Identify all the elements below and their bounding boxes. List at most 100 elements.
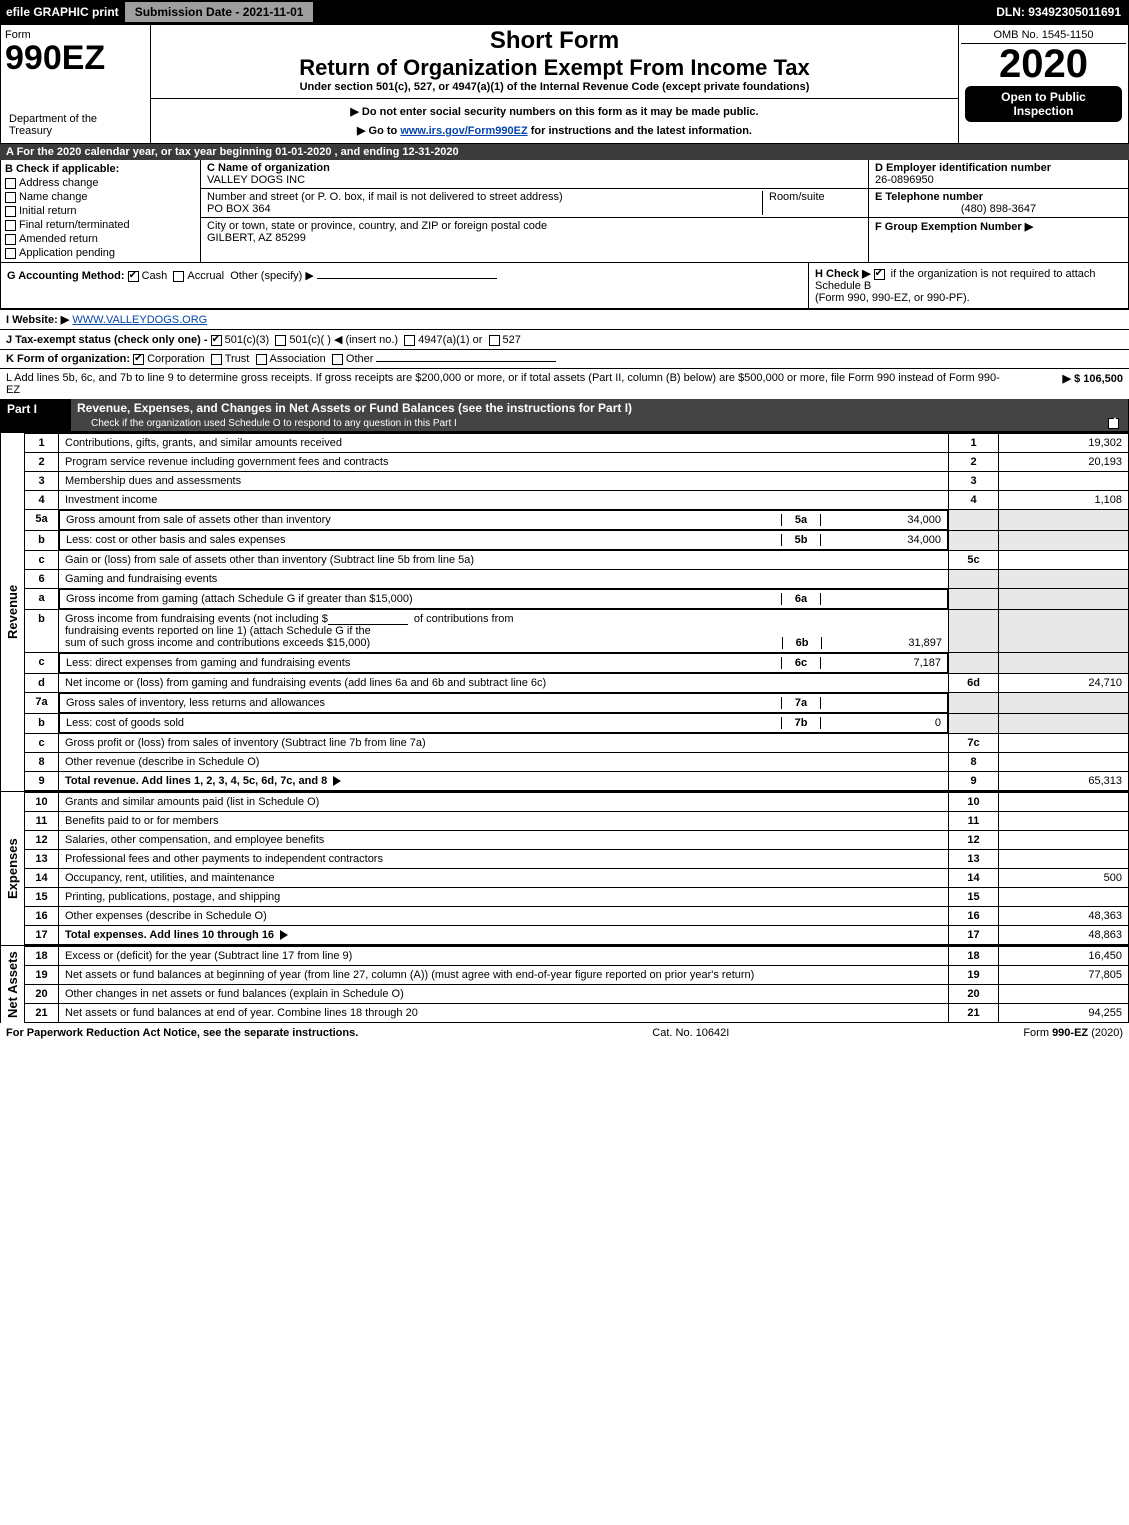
submission-date: Submission Date - 2021-11-01: [125, 2, 314, 22]
g-other: Other (specify) ▶: [230, 270, 314, 282]
line-3-desc: Membership dues and assessments: [59, 472, 949, 491]
line-18-code: 18: [949, 947, 999, 966]
city-val: GILBERT, AZ 85299: [207, 232, 862, 244]
line-5a-sub: 5a: [781, 514, 821, 526]
efile-print[interactable]: efile GRAPHIC print: [0, 5, 125, 19]
line-3-code: 3: [949, 472, 999, 491]
line-9-desc: Total revenue. Add lines 1, 2, 3, 4, 5c,…: [65, 775, 327, 787]
i-link[interactable]: WWW.VALLEYDOGS.ORG: [72, 314, 207, 326]
chk-other[interactable]: [332, 354, 343, 365]
line-2-desc: Program service revenue including govern…: [59, 453, 949, 472]
expenses-table: 10Grants and similar amounts paid (list …: [24, 792, 1129, 945]
chk-4947[interactable]: [404, 335, 415, 346]
k-label: K Form of organization:: [6, 353, 130, 365]
netassets-table: 18Excess or (deficit) for the year (Subt…: [24, 946, 1129, 1023]
ssn-warning: ▶ Do not enter social security numbers o…: [157, 101, 952, 122]
chk-cash[interactable]: [128, 271, 139, 282]
line-18-amt: 16,450: [999, 947, 1129, 966]
goto-link[interactable]: www.irs.gov/Form990EZ: [400, 125, 527, 137]
table-row: aGross income from gaming (attach Schedu…: [25, 589, 1129, 610]
line-20-amt: [999, 985, 1129, 1004]
form-outer: Form 990EZ Department of the Treasury Sh…: [0, 24, 1129, 144]
header-right: OMB No. 1545-1150 2020 Open to Public In…: [959, 25, 1129, 144]
j-d: 527: [503, 334, 521, 346]
chk-h[interactable]: [874, 269, 885, 280]
line-7a-desc: Gross sales of inventory, less returns a…: [66, 697, 781, 709]
street-label: Number and street (or P. O. box, if mail…: [207, 191, 762, 203]
tax-year: 2020: [961, 44, 1126, 84]
chk-amended[interactable]: [5, 234, 16, 245]
c-label: C Name of organization: [207, 162, 862, 174]
table-row: bLess: cost of goods sold7b0: [25, 713, 1129, 734]
part1-heading: Revenue, Expenses, and Changes in Net As…: [71, 399, 1128, 417]
line-6c-subamt: 7,187: [821, 657, 941, 669]
table-row: 19Net assets or fund balances at beginni…: [25, 966, 1129, 985]
line-10-desc: Grants and similar amounts paid (list in…: [59, 793, 949, 812]
chk-corp[interactable]: [133, 354, 144, 365]
short-form-title: Short Form: [157, 27, 952, 55]
line-9-amt: 65,313: [999, 772, 1129, 791]
line-7c-code: 7c: [949, 734, 999, 753]
part1-sub: Check if the organization used Schedule …: [91, 418, 1108, 429]
chk-final[interactable]: [5, 220, 16, 231]
line-5c-amt: [999, 551, 1129, 570]
line-6b-subamt: 31,897: [822, 637, 942, 649]
street-val: PO BOX 364: [207, 203, 762, 215]
revenue-table: 1Contributions, gifts, grants, and simil…: [24, 433, 1129, 791]
header-warnings: ▶ Do not enter social security numbers o…: [151, 99, 959, 144]
chk-initial[interactable]: [5, 206, 16, 217]
table-row: 5aGross amount from sale of assets other…: [25, 510, 1129, 531]
chk-amended-label: Amended return: [19, 233, 98, 245]
footer-left: For Paperwork Reduction Act Notice, see …: [6, 1027, 358, 1039]
table-row: 15Printing, publications, postage, and s…: [25, 888, 1129, 907]
line-6c-desc: Less: direct expenses from gaming and fu…: [66, 657, 781, 669]
chk-assoc[interactable]: [256, 354, 267, 365]
j-c: 4947(a)(1) or: [418, 334, 482, 346]
line-7c-desc: Gross profit or (loss) from sales of inv…: [59, 734, 949, 753]
line-6d-amt: 24,710: [999, 674, 1129, 693]
chk-501c[interactable]: [275, 335, 286, 346]
j-status: J Tax-exempt status (check only one) - 5…: [0, 329, 1129, 349]
chk-trust[interactable]: [211, 354, 222, 365]
chk-name[interactable]: [5, 192, 16, 203]
table-row: 9Total revenue. Add lines 1, 2, 3, 4, 5c…: [25, 772, 1129, 791]
revenue-section: Revenue 1Contributions, gifts, grants, a…: [0, 432, 1129, 791]
table-row: 21Net assets or fund balances at end of …: [25, 1004, 1129, 1023]
line-21-amt: 94,255: [999, 1004, 1129, 1023]
table-row: cGain or (loss) from sale of assets othe…: [25, 551, 1129, 570]
c-name: VALLEY DOGS INC: [207, 174, 862, 186]
chk-part1-scho[interactable]: [1108, 418, 1119, 429]
f-label: F Group Exemption Number ▶: [875, 220, 1122, 233]
chk-address[interactable]: [5, 178, 16, 189]
part1-header: Part I Revenue, Expenses, and Changes in…: [0, 399, 1129, 432]
chk-527[interactable]: [489, 335, 500, 346]
table-row: 10Grants and similar amounts paid (list …: [25, 793, 1129, 812]
form-number: 990EZ: [5, 41, 146, 75]
line-1-desc: Contributions, gifts, grants, and simila…: [59, 434, 949, 453]
line-8-code: 8: [949, 753, 999, 772]
line-13-desc: Professional fees and other payments to …: [59, 850, 949, 869]
line-12-desc: Salaries, other compensation, and employ…: [59, 831, 949, 850]
g-label: G Accounting Method:: [7, 270, 125, 282]
h-label: H Check ▶: [815, 268, 871, 280]
line-6b-sub: 6b: [782, 637, 822, 649]
k-trust: Trust: [225, 353, 250, 365]
table-row: dNet income or (loss) from gaming and fu…: [25, 674, 1129, 693]
line-19-code: 19: [949, 966, 999, 985]
period-begin: 01-01-2020: [275, 146, 331, 158]
j-b: 501(c)( ) ◀ (insert no.): [289, 334, 398, 346]
line-7c-amt: [999, 734, 1129, 753]
k-other-blank: [376, 361, 556, 362]
table-row: 13Professional fees and other payments t…: [25, 850, 1129, 869]
line-4-desc: Investment income: [59, 491, 949, 510]
chk-501c3[interactable]: [211, 335, 222, 346]
efile-print-label: efile GRAPHIC print: [6, 5, 119, 19]
room-label: Room/suite: [769, 191, 862, 203]
open-to-public-l2: Inspection: [969, 104, 1118, 118]
chk-accrual[interactable]: [173, 271, 184, 282]
section-b-c-d: B Check if applicable: Address change Na…: [0, 160, 1129, 263]
line-6-desc: Gaming and fundraising events: [59, 570, 949, 589]
line-21-desc: Net assets or fund balances at end of ye…: [59, 1004, 949, 1023]
chk-pending[interactable]: [5, 248, 16, 259]
line-6d-desc: Net income or (loss) from gaming and fun…: [59, 674, 949, 693]
